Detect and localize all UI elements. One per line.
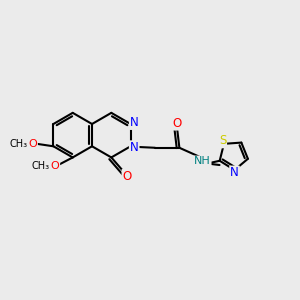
Text: CH₃: CH₃	[32, 161, 50, 171]
Text: N: N	[130, 116, 139, 129]
Text: N: N	[130, 141, 139, 154]
Text: O: O	[172, 117, 182, 130]
Text: CH₃: CH₃	[10, 139, 28, 149]
Text: O: O	[28, 139, 37, 149]
Text: NH: NH	[194, 156, 211, 167]
Text: O: O	[122, 170, 132, 183]
Text: N: N	[230, 167, 239, 179]
Text: S: S	[219, 134, 226, 147]
Text: O: O	[50, 161, 59, 171]
